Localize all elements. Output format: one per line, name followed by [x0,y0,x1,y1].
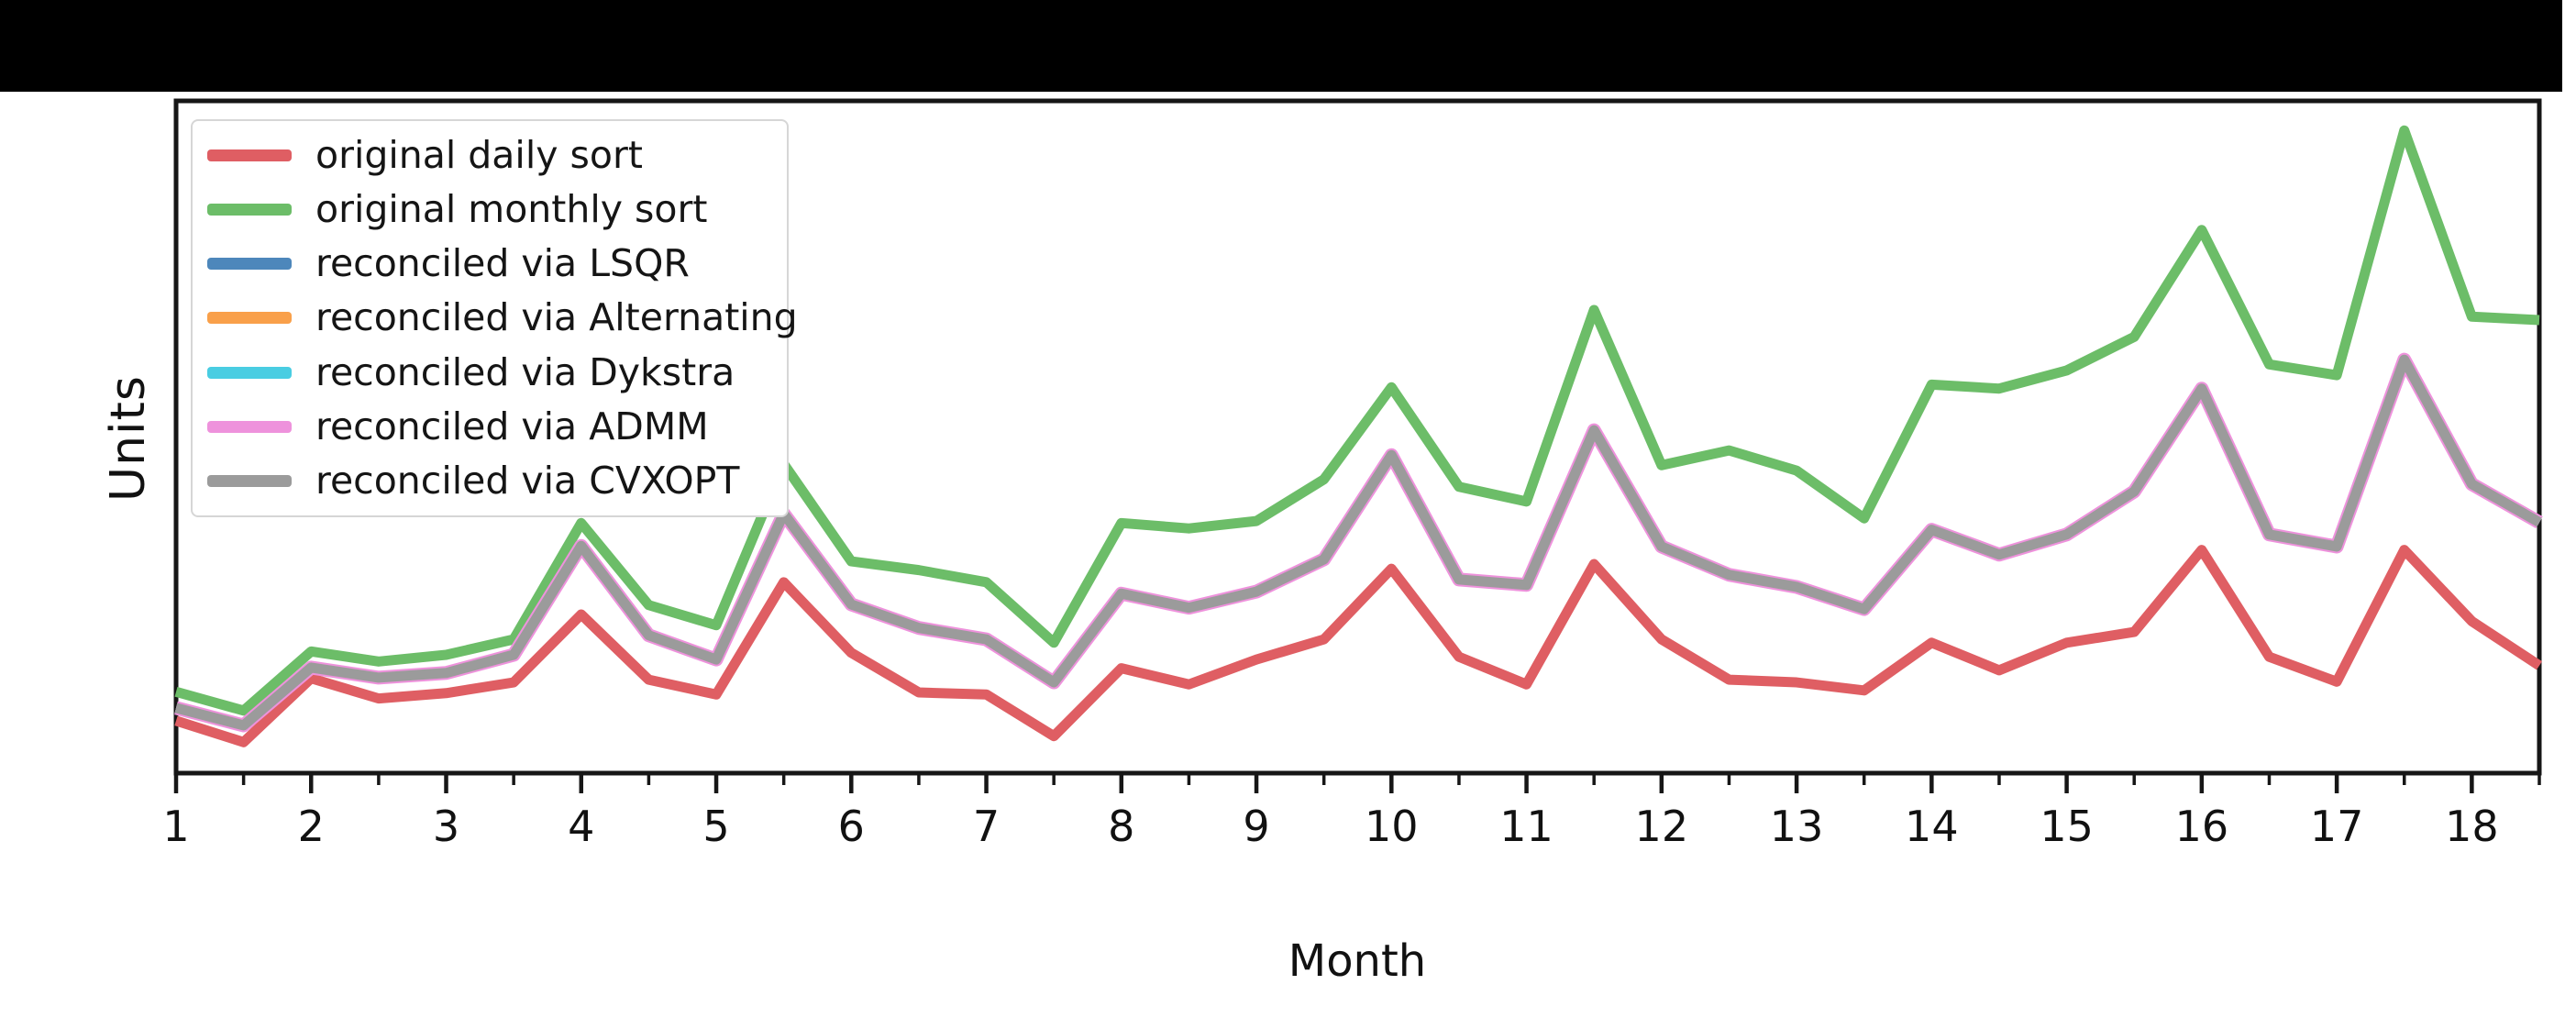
x-tick-label: 5 [702,802,730,851]
x-tick-label: 14 [1905,802,1959,851]
figure-background-corner [2562,0,2576,92]
legend-line-swatch-icon [207,149,292,162]
legend-item-label: reconciled via ADMM [315,404,709,448]
series-line-reconciled-via-cvxopt [174,354,2542,731]
x-tick-label: 16 [2174,802,2229,851]
x-tick-label: 8 [1108,802,1135,851]
legend-item: reconciled via Dykstra [207,349,778,394]
x-tick-label: 7 [972,802,1001,851]
x-tick-label: 10 [1365,802,1419,851]
legend-item: original monthly sort [207,190,778,229]
x-tick-label: 17 [2309,802,2364,851]
axes-frame [173,98,2542,776]
legend-item-label: reconciled via LSQR [315,241,690,286]
legend-item-label: original monthly sort [315,187,708,232]
x-tick-label: 11 [1499,802,1553,851]
legend-item-label: reconciled via CVXOPT [315,458,740,503]
x-axis-label: Month [1288,935,1427,987]
x-tick-label: 6 [837,802,865,851]
legend-line-swatch-icon [207,204,292,216]
legend-line-swatch-icon [207,420,292,433]
legend-item: reconciled via CVXOPT [207,458,778,503]
x-tick-label: 2 [297,802,325,851]
y-axis-label: Units [101,375,156,502]
letterbox-top-band [0,0,2562,92]
series-line-original-monthly-sort [174,125,2540,716]
x-tick-label: 4 [568,802,595,851]
x-tick-label: 9 [1243,802,1270,851]
x-tick-label: 12 [1634,802,1689,851]
x-tick-label: 18 [2445,802,2499,851]
legend-item: reconciled via ADMM [207,404,778,448]
legend-item: reconciled via LSQR [207,244,778,283]
legend-line-swatch-icon [207,312,292,325]
legend-line-swatch-icon [207,258,292,271]
x-tick-label: 13 [1769,802,1824,851]
legend-item: original daily sort [207,133,778,178]
legend-item-label: reconciled via Dykstra [315,349,735,394]
legend-item: reconciled via Alternating [207,298,798,337]
series-line-original-daily-sort [174,545,2543,747]
legend-item-label: original daily sort [315,133,643,178]
legend-line-swatch-icon [207,474,292,487]
legend-item-label: reconciled via Alternating [315,295,798,340]
x-tick-label: 15 [2040,802,2094,851]
x-tick-label: 1 [162,802,190,851]
legend-line-swatch-icon [207,366,292,379]
legend: original daily sort original monthly sort… [191,119,798,517]
x-tick-label: 3 [432,802,460,851]
